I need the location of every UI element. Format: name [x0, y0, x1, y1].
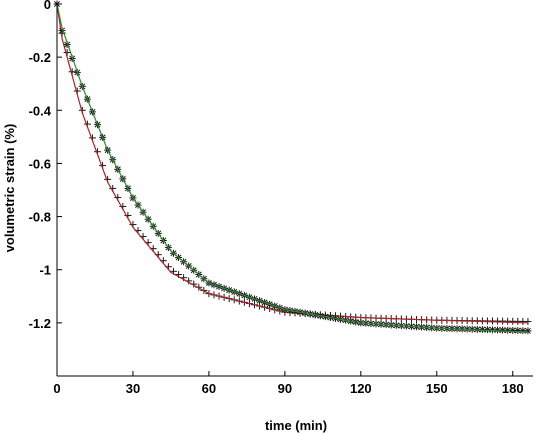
x-tick-label-5: 150	[426, 381, 448, 396]
x-axis-title: time (min)	[265, 418, 327, 433]
series-line-1	[56, 3, 528, 324]
y-tick-label-1: -0.2	[29, 50, 51, 65]
axes-layer: 0 30 60 90 120 150 180 0 -0.2 -0.4 -0.6 -0.8 -1 -1.2	[29, 0, 533, 396]
data-point-0-93	[524, 318, 532, 326]
marker-stroke	[499, 327, 506, 334]
y-tick-label-5: -1	[39, 263, 51, 278]
marker-stroke	[504, 327, 511, 334]
marker-stroke	[509, 327, 516, 334]
y-tick-label-2: -0.4	[29, 103, 52, 118]
series-layer	[53, 0, 532, 335]
series-line-3	[56, 3, 528, 333]
x-tick-label-4: 120	[350, 381, 372, 396]
x-tick-label-1: 30	[126, 381, 140, 396]
series-2	[53, 0, 532, 335]
data-point-0-2	[63, 48, 71, 56]
series-0	[53, 0, 532, 326]
marker-stroke	[479, 326, 486, 333]
marker-stroke	[64, 41, 71, 48]
x-tick-label-2: 60	[202, 381, 216, 396]
x-tick-label-0: 0	[53, 381, 60, 396]
marker-stroke	[59, 27, 66, 34]
marker-stroke	[484, 326, 491, 333]
y-tick-label-0: 0	[44, 0, 51, 12]
y-tick-label-6: -1.2	[29, 316, 51, 331]
x-tick-label-3: 90	[278, 381, 292, 396]
y-axis-title: volumetric strain (%)	[2, 124, 17, 253]
y-tick-label-3: -0.6	[29, 156, 51, 171]
data-point-2-93	[524, 327, 532, 335]
series-3	[56, 3, 528, 333]
x-tick-label-6: 180	[502, 381, 524, 396]
y-tick-label-4: -0.8	[29, 210, 51, 225]
marker-stroke	[489, 326, 496, 333]
marker-stroke	[494, 326, 501, 333]
series-1	[56, 3, 528, 324]
marker-stroke	[514, 327, 521, 334]
